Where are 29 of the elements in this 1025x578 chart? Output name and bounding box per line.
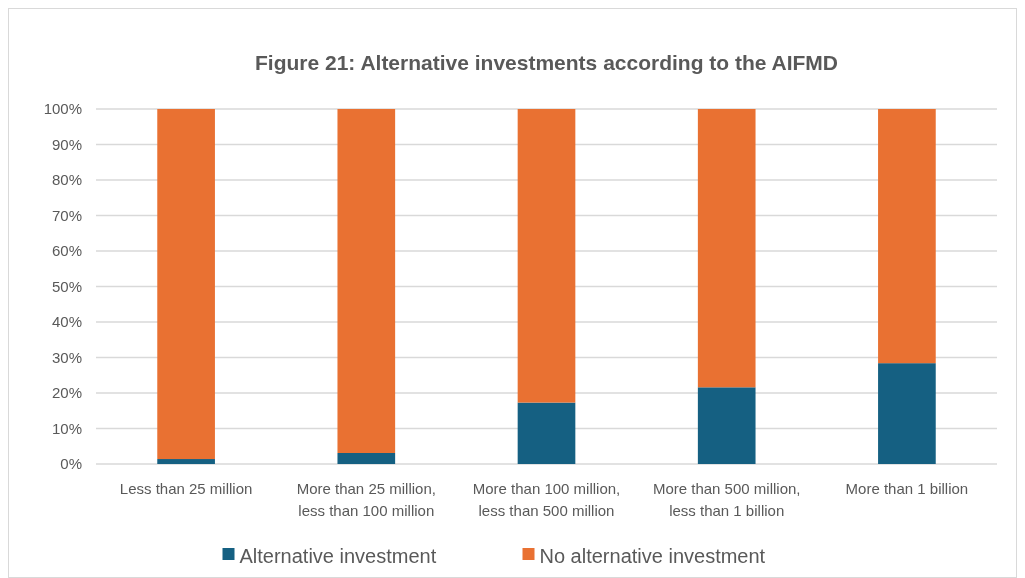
legend-label: No alternative investment (539, 545, 766, 567)
y-tick-label: 100% (43, 100, 82, 118)
y-tick-label: 50% (51, 277, 82, 295)
legend-label: Alternative investment (239, 545, 437, 567)
bar (517, 402, 576, 464)
x-tick-label: More than 1 billion (845, 480, 969, 497)
y-tick-label: 70% (51, 206, 82, 224)
x-tick-label: Less than 25 million (119, 480, 253, 497)
bar (157, 459, 215, 464)
x-tick-label: More than 500 million, less than 1 billion (652, 480, 801, 519)
bar (878, 363, 936, 464)
x-tick-label: More than 25 million, less than 100 million (296, 480, 436, 519)
y-tick-label: 90% (51, 135, 82, 153)
y-tick-label: 60% (51, 242, 82, 260)
y-tick-label: 30% (51, 348, 82, 366)
y-tick-label: 40% (51, 313, 82, 331)
y-tick-label: 0% (60, 455, 82, 473)
bar (878, 109, 936, 364)
bar (337, 109, 396, 453)
y-tick-label: 80% (51, 171, 82, 189)
bar (157, 109, 215, 460)
y-tick-label: 20% (51, 384, 82, 402)
x-tick-label: More than 100 million, less than 500 million (472, 480, 621, 519)
bar (697, 387, 756, 464)
bar (517, 109, 576, 403)
bar (697, 109, 756, 388)
y-tick-label: 10% (51, 419, 82, 437)
chart-title: Figure 21: Alternative investments according to the AIFMD (254, 51, 839, 74)
bar (337, 453, 396, 464)
